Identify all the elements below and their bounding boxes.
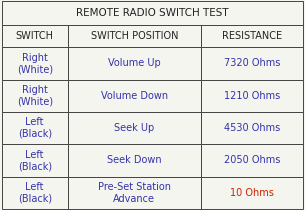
Text: SWITCH: SWITCH <box>16 31 54 41</box>
Bar <box>201 80 303 112</box>
Text: 10 Ohms: 10 Ohms <box>230 188 274 198</box>
Text: Left
(Black): Left (Black) <box>18 117 52 139</box>
Text: Seek Down: Seek Down <box>107 155 162 165</box>
Text: SWITCH POSITION: SWITCH POSITION <box>91 31 178 41</box>
Bar <box>201 47 303 80</box>
Text: 1210 Ohms: 1210 Ohms <box>224 91 280 101</box>
Text: Left
(Black): Left (Black) <box>18 182 52 203</box>
Bar <box>201 112 303 144</box>
Bar <box>68 80 201 112</box>
Bar <box>2 25 68 47</box>
Bar <box>201 144 303 177</box>
Bar <box>201 177 303 209</box>
Bar <box>2 1 303 25</box>
Bar <box>2 47 68 80</box>
Text: Volume Down: Volume Down <box>101 91 168 101</box>
Text: Right
(White): Right (White) <box>17 53 53 74</box>
Text: Right
(White): Right (White) <box>17 85 53 106</box>
Text: 7320 Ohms: 7320 Ohms <box>224 58 280 68</box>
Text: RESISTANCE: RESISTANCE <box>222 31 282 41</box>
Bar <box>201 25 303 47</box>
Bar <box>68 25 201 47</box>
Text: 2050 Ohms: 2050 Ohms <box>224 155 280 165</box>
Text: Seek Up: Seek Up <box>114 123 155 133</box>
Bar <box>68 112 201 144</box>
Bar <box>2 112 68 144</box>
Bar <box>2 144 68 177</box>
Text: REMOTE RADIO SWITCH TEST: REMOTE RADIO SWITCH TEST <box>76 8 229 18</box>
Bar <box>2 80 68 112</box>
Bar <box>2 177 68 209</box>
Text: Pre-Set Station
Advance: Pre-Set Station Advance <box>98 182 171 203</box>
Text: Left
(Black): Left (Black) <box>18 150 52 171</box>
Bar <box>68 47 201 80</box>
Bar <box>68 177 201 209</box>
Text: Volume Up: Volume Up <box>108 58 161 68</box>
Text: 4530 Ohms: 4530 Ohms <box>224 123 280 133</box>
Bar <box>68 144 201 177</box>
